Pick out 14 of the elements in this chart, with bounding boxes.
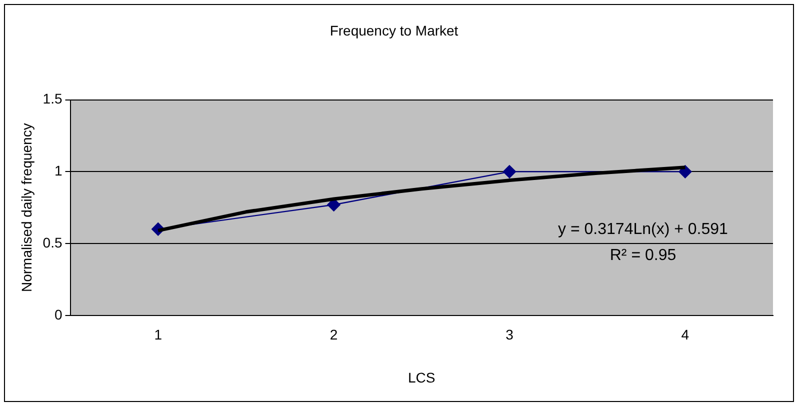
annotation: y = 0.3174Ln(x) + 0.591 [558, 220, 728, 238]
annotation: R² = 0.95 [610, 246, 676, 264]
y-tick-label: 0.5 [42, 234, 62, 250]
y-tick-label: 0 [54, 306, 62, 322]
x-axis-title: LCS [408, 369, 436, 386]
chart-title: Frequency to Market [330, 22, 458, 38]
x-tick-label: 2 [330, 326, 338, 343]
y-tick-label: 1.5 [42, 90, 62, 107]
y-axis-title: Normalised daily frequency [18, 123, 34, 292]
x-tick-label: 4 [681, 326, 690, 343]
x-tick-label: 3 [506, 326, 514, 343]
point [502, 165, 516, 178]
y-tick-label: 1 [54, 162, 62, 179]
x-tick-label: 1 [154, 326, 162, 343]
